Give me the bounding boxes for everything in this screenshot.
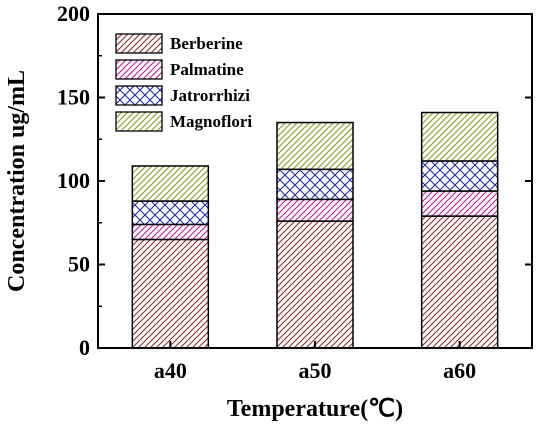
legend-label: Berberine <box>170 34 243 53</box>
legend-label: Palmatine <box>170 60 244 79</box>
x-tick-label: a60 <box>443 358 476 383</box>
axes-layer: a40 a50 a60 0 50 100 150 200 <box>57 1 533 383</box>
bar-a60-berberine <box>420 215 499 349</box>
bar-a50-magnoflori <box>276 121 354 171</box>
y-tick-label: 50 <box>68 252 90 277</box>
y-tick-label: 150 <box>57 85 90 110</box>
y-tick-label: 100 <box>57 168 90 193</box>
y-axis-title: Concentration ug/mL <box>4 70 30 292</box>
bar-a60-magnoflori <box>420 111 499 162</box>
bar-a60-palmatine <box>420 190 499 217</box>
legend-swatch <box>115 33 163 54</box>
x-tick-label: a50 <box>299 358 332 383</box>
x-tick-label: a40 <box>154 358 187 383</box>
legend-label: Magnoflori <box>170 112 252 131</box>
bar-a60-jatrorrhizi <box>420 160 499 192</box>
bar-a40-jatrorrhizi <box>131 200 210 226</box>
bar-a50-jatrorrhizi <box>276 168 354 201</box>
legend-label: Jatrorrhizi <box>170 86 250 105</box>
legend: Berberine Palmatine Jatrorrhizi Magnoflori <box>115 33 252 132</box>
bar-a40-palmatine <box>131 223 210 241</box>
y-tick-label: 0 <box>79 335 90 360</box>
legend-swatch <box>115 59 163 80</box>
bars-layer <box>131 111 499 349</box>
legend-swatch <box>115 85 163 106</box>
bar-a50-palmatine <box>276 198 354 222</box>
bar-a50-berberine <box>276 220 354 349</box>
x-axis-title: Temperature(℃) <box>227 396 403 422</box>
bar-a40-magnoflori <box>131 165 210 202</box>
bar-a40-berberine <box>131 238 210 349</box>
y-tick-label: 200 <box>57 1 90 26</box>
legend-swatch <box>115 111 163 132</box>
